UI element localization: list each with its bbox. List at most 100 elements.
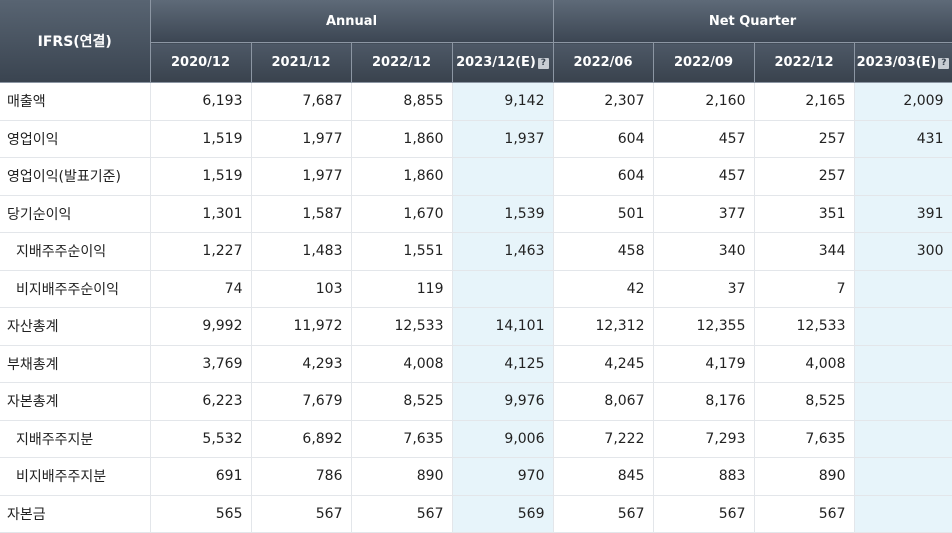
value-cell: 2,009 (854, 82, 952, 121)
estimate-info-icon[interactable]: ? (938, 58, 950, 69)
value-cell: 377 (653, 195, 755, 233)
value-cell: 12,533 (754, 307, 855, 346)
table-row: 비지배주주지분 691 786 890 970 845 883 890 (0, 457, 952, 496)
value-cell: 2,160 (653, 82, 755, 121)
period-header: 2022/12 (754, 42, 855, 83)
row-label: 부채총계 (0, 345, 151, 383)
value-cell: 890 (351, 457, 453, 496)
value-cell: 351 (754, 195, 855, 233)
value-cell: 4,008 (351, 345, 453, 383)
value-cell: 890 (754, 457, 855, 496)
value-cell: 2,307 (553, 82, 654, 121)
table-row: 비지배주주순이익 74 103 119 42 37 7 (0, 270, 952, 308)
value-cell: 7,635 (754, 420, 855, 458)
value-cell: 340 (653, 232, 755, 271)
value-cell: 9,006 (452, 420, 554, 458)
value-cell: 8,525 (754, 382, 855, 421)
period-header: 2023/12(E)? (452, 42, 554, 83)
estimate-info-icon[interactable]: ? (537, 58, 549, 69)
table-row: 매출액 6,193 7,687 8,855 9,142 2,307 2,160 2,165 2,… (0, 82, 952, 121)
value-cell: 501 (553, 195, 654, 233)
value-cell: 1,483 (251, 232, 352, 271)
value-cell: 845 (553, 457, 654, 496)
value-cell: 1,227 (150, 232, 252, 271)
value-cell: 1,301 (150, 195, 252, 233)
value-cell: 457 (653, 157, 755, 196)
row-label: 영업이익(발표기준) (0, 157, 151, 196)
value-cell: 9,992 (150, 307, 252, 346)
table-row: 부채총계 3,769 4,293 4,008 4,125 4,245 4,179 4,008 (0, 345, 952, 383)
value-cell (854, 157, 952, 196)
row-label: 비지배주주순이익 (0, 270, 151, 308)
value-cell: 4,245 (553, 345, 654, 383)
value-cell: 1,860 (351, 120, 453, 158)
row-label: 매출액 (0, 82, 151, 121)
value-cell: 1,670 (351, 195, 453, 233)
table-row: 당기순이익 1,301 1,587 1,670 1,539 501 377 351 391 (0, 195, 952, 233)
value-cell: 1,977 (251, 120, 352, 158)
value-cell: 7 (754, 270, 855, 308)
value-cell: 4,179 (653, 345, 755, 383)
table-row: 영업이익 1,519 1,977 1,860 1,937 604 457 257 431 (0, 120, 952, 158)
annual-group-header: Annual (150, 0, 554, 43)
value-cell: 883 (653, 457, 755, 496)
row-label: 지배주주순이익 (0, 232, 151, 271)
value-cell: 6,193 (150, 82, 252, 121)
row-label: 영업이익 (0, 120, 151, 158)
period-label: 2022/12 (774, 55, 834, 70)
value-cell (854, 307, 952, 346)
period-header: 2022/06 (553, 42, 654, 83)
value-cell: 2,165 (754, 82, 855, 121)
period-header: 2021/12 (251, 42, 352, 83)
period-label: 2022/12 (371, 55, 432, 70)
table-row: 영업이익(발표기준) 1,519 1,977 1,860 604 457 257 (0, 157, 952, 196)
value-cell: 7,687 (251, 82, 352, 121)
value-cell: 12,533 (351, 307, 453, 346)
period-label: 2022/09 (673, 55, 734, 70)
value-cell: 9,142 (452, 82, 554, 121)
period-header: 2023/03(E)? (854, 42, 952, 83)
value-cell: 970 (452, 457, 554, 496)
value-cell: 691 (150, 457, 252, 496)
value-cell: 7,679 (251, 382, 352, 421)
value-cell: 7,222 (553, 420, 654, 458)
value-cell: 344 (754, 232, 855, 271)
period-label: 2020/12 (170, 55, 231, 70)
value-cell: 1,539 (452, 195, 554, 233)
value-cell: 74 (150, 270, 252, 308)
row-label: 자산총계 (0, 307, 151, 346)
value-cell: 6,892 (251, 420, 352, 458)
value-cell: 12,355 (653, 307, 755, 346)
value-cell (854, 382, 952, 421)
value-cell: 604 (553, 120, 654, 158)
table-row: 지배주주지분 5,532 6,892 7,635 9,006 7,222 7,293 7,63… (0, 420, 952, 458)
value-cell: 1,977 (251, 157, 352, 196)
value-cell: 1,937 (452, 120, 554, 158)
value-cell: 257 (754, 120, 855, 158)
period-label: 2023/03(E) (856, 55, 937, 70)
value-cell (854, 270, 952, 308)
value-cell: 391 (854, 195, 952, 233)
table-row: 지배주주순이익 1,227 1,483 1,551 1,463 458 340 344 300 (0, 232, 952, 271)
value-cell: 6,223 (150, 382, 252, 421)
value-cell: 431 (854, 120, 952, 158)
value-cell: 8,525 (351, 382, 453, 421)
value-cell: 1,519 (150, 120, 252, 158)
period-header: 2022/12 (351, 42, 453, 83)
period-label: 2023/12(E) (456, 55, 536, 70)
value-cell: 7,293 (653, 420, 755, 458)
value-cell: 7,635 (351, 420, 453, 458)
value-cell: 8,176 (653, 382, 755, 421)
value-cell: 14,101 (452, 307, 554, 346)
value-cell: 4,293 (251, 345, 352, 383)
row-label: 지배주주지분 (0, 420, 151, 458)
value-cell: 3,769 (150, 345, 252, 383)
value-cell: 11,972 (251, 307, 352, 346)
value-cell: 604 (553, 157, 654, 196)
value-cell (452, 157, 554, 196)
period-label: 2021/12 (271, 55, 331, 70)
value-cell: 458 (553, 232, 654, 271)
value-cell: 4,008 (754, 345, 855, 383)
period-header: 2022/09 (653, 42, 755, 83)
value-cell: 457 (653, 120, 755, 158)
